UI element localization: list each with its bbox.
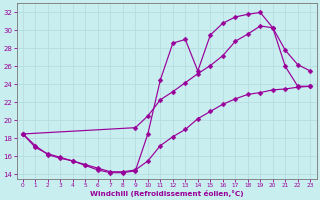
- X-axis label: Windchill (Refroidissement éolien,°C): Windchill (Refroidissement éolien,°C): [90, 190, 244, 197]
